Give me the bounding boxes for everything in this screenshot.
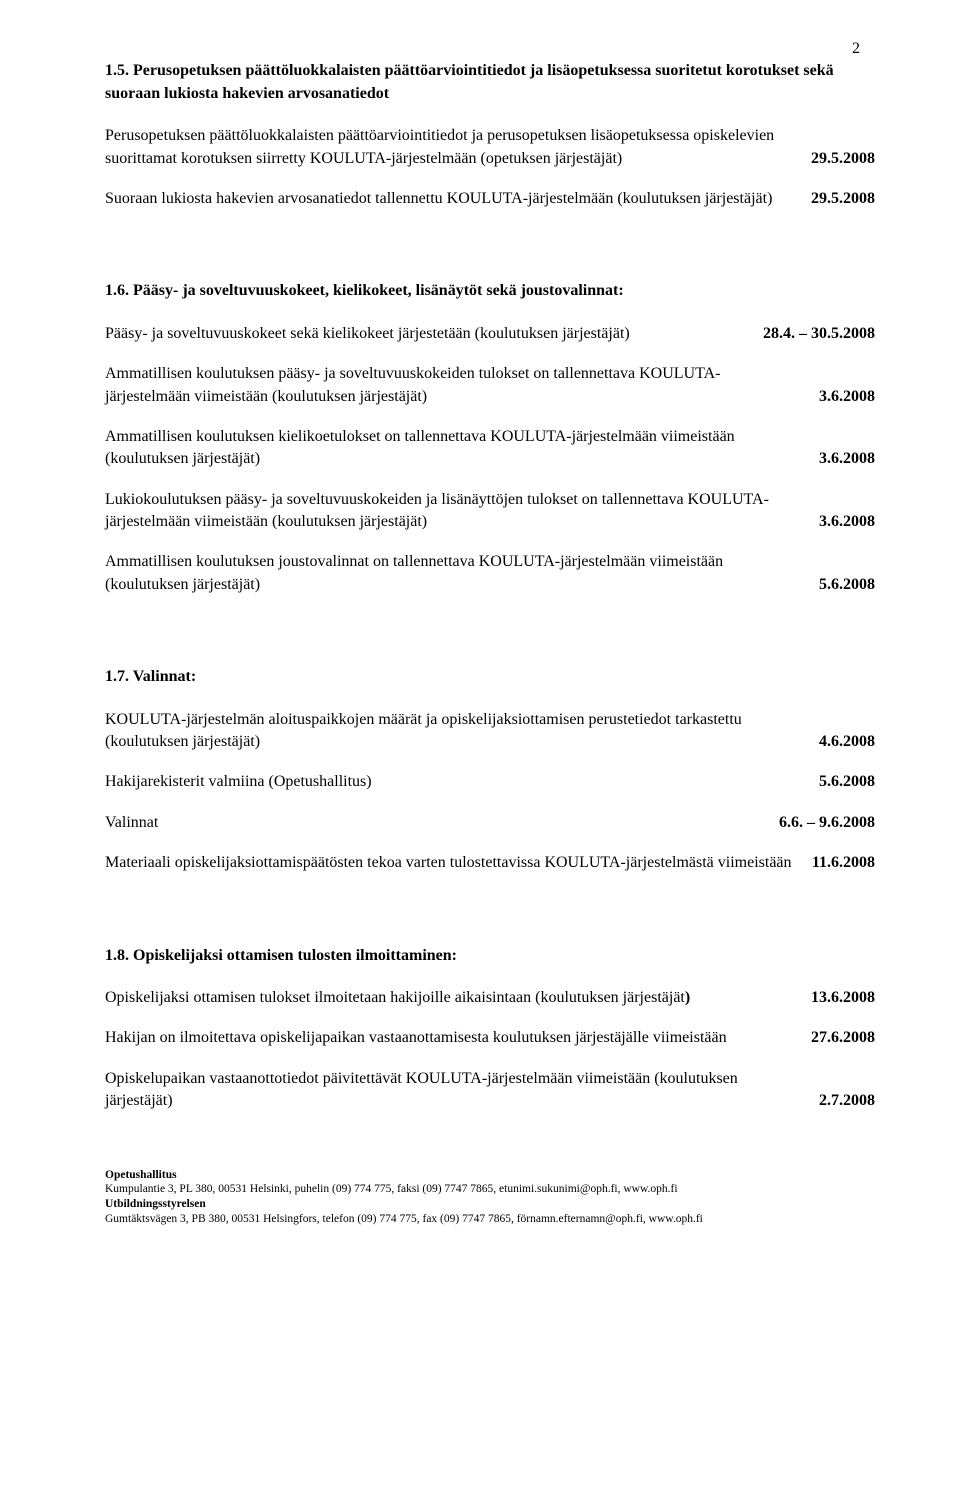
item-text: Opiskelijaksi ottamisen tulokset ilmoite… [105, 987, 811, 1009]
item-text: Hakijarekisterit valmiina (Opetushallitu… [105, 771, 819, 793]
item-date: 13.6.2008 [811, 987, 875, 1009]
item-row: Opiskelijaksi ottamisen tulokset ilmoite… [105, 987, 875, 1009]
item-text-pre: Opiskelijaksi ottamisen tulokset ilmoite… [105, 989, 685, 1006]
item-date: 29.5.2008 [811, 148, 875, 170]
item-row: Opiskelupaikan vastaanottotiedot päivite… [105, 1068, 875, 1113]
footer-line-2: Gumtäktsvägen 3, PB 380, 00531 Helsingfo… [105, 1212, 875, 1227]
item-row: Ammatillisen koulutuksen pääsy- ja sovel… [105, 363, 875, 408]
page-number: 2 [105, 38, 875, 60]
item-row: KOULUTA-järjestelmän aloituspaikkojen mä… [105, 709, 875, 754]
footer-org-1: Opetushallitus [105, 1168, 875, 1183]
item-text: Valinnat [105, 812, 779, 834]
item-row: Lukiokoulutuksen pääsy- ja soveltuvuusko… [105, 489, 875, 534]
item-row: Valinnat 6.6. – 9.6.2008 [105, 812, 875, 834]
item-row: Pääsy- ja soveltuvuuskokeet sekä kieliko… [105, 323, 875, 345]
section-1-8-title: 1.8. Opiskelijaksi ottamisen tulosten il… [105, 945, 875, 967]
item-row: Ammatillisen koulutuksen joustovalinnat … [105, 551, 875, 596]
item-text: Pääsy- ja soveltuvuuskokeet sekä kieliko… [105, 323, 763, 345]
item-date: 11.6.2008 [812, 852, 875, 874]
item-date: 6.6. – 9.6.2008 [779, 812, 875, 834]
item-date: 2.7.2008 [819, 1090, 875, 1112]
item-text: Opiskelupaikan vastaanottotiedot päivite… [105, 1068, 819, 1113]
item-date: 5.6.2008 [819, 771, 875, 793]
item-date: 28.4. – 30.5.2008 [763, 323, 875, 345]
item-text: Ammatillisen koulutuksen kielikoetulokse… [105, 426, 819, 471]
item-date: 4.6.2008 [819, 731, 875, 753]
item-text: Hakijan on ilmoitettava opiskelijapaikan… [105, 1027, 811, 1049]
item-date: 27.6.2008 [811, 1027, 875, 1049]
footer: Opetushallitus Kumpulantie 3, PL 380, 00… [105, 1168, 875, 1228]
item-date: 5.6.2008 [819, 574, 875, 596]
item-text: Suoraan lukiosta hakevien arvosanatiedot… [105, 188, 811, 210]
item-text: Lukiokoulutuksen pääsy- ja soveltuvuusko… [105, 489, 819, 534]
item-text: Materiaali opiskelijaksiottamispäätösten… [105, 852, 812, 874]
item-row: Hakijan on ilmoitettava opiskelijapaikan… [105, 1027, 875, 1049]
item-row: Ammatillisen koulutuksen kielikoetulokse… [105, 426, 875, 471]
bold-paren: ) [685, 989, 690, 1006]
item-row: Suoraan lukiosta hakevien arvosanatiedot… [105, 188, 875, 210]
item-text: KOULUTA-järjestelmän aloituspaikkojen mä… [105, 709, 819, 754]
item-row: Hakijarekisterit valmiina (Opetushallitu… [105, 771, 875, 793]
footer-line-1: Kumpulantie 3, PL 380, 00531 Helsinki, p… [105, 1182, 875, 1197]
item-date: 3.6.2008 [819, 448, 875, 470]
section-1-6-title: 1.6. Pääsy- ja soveltuvuuskokeet, kielik… [105, 280, 875, 302]
item-text: Ammatillisen koulutuksen joustovalinnat … [105, 551, 819, 596]
item-text: Ammatillisen koulutuksen pääsy- ja sovel… [105, 363, 819, 408]
footer-org-2: Utbildningsstyrelsen [105, 1197, 875, 1212]
section-1-5-title: 1.5. Perusopetuksen päättöluokkalaisten … [105, 60, 875, 105]
item-text: Perusopetuksen päättöluokkalaisten päätt… [105, 125, 811, 170]
item-row: Perusopetuksen päättöluokkalaisten päätt… [105, 125, 875, 170]
section-1-7-title: 1.7. Valinnat: [105, 666, 875, 688]
item-date: 29.5.2008 [811, 188, 875, 210]
item-date: 3.6.2008 [819, 511, 875, 533]
item-row: Materiaali opiskelijaksiottamispäätösten… [105, 852, 875, 874]
item-date: 3.6.2008 [819, 386, 875, 408]
